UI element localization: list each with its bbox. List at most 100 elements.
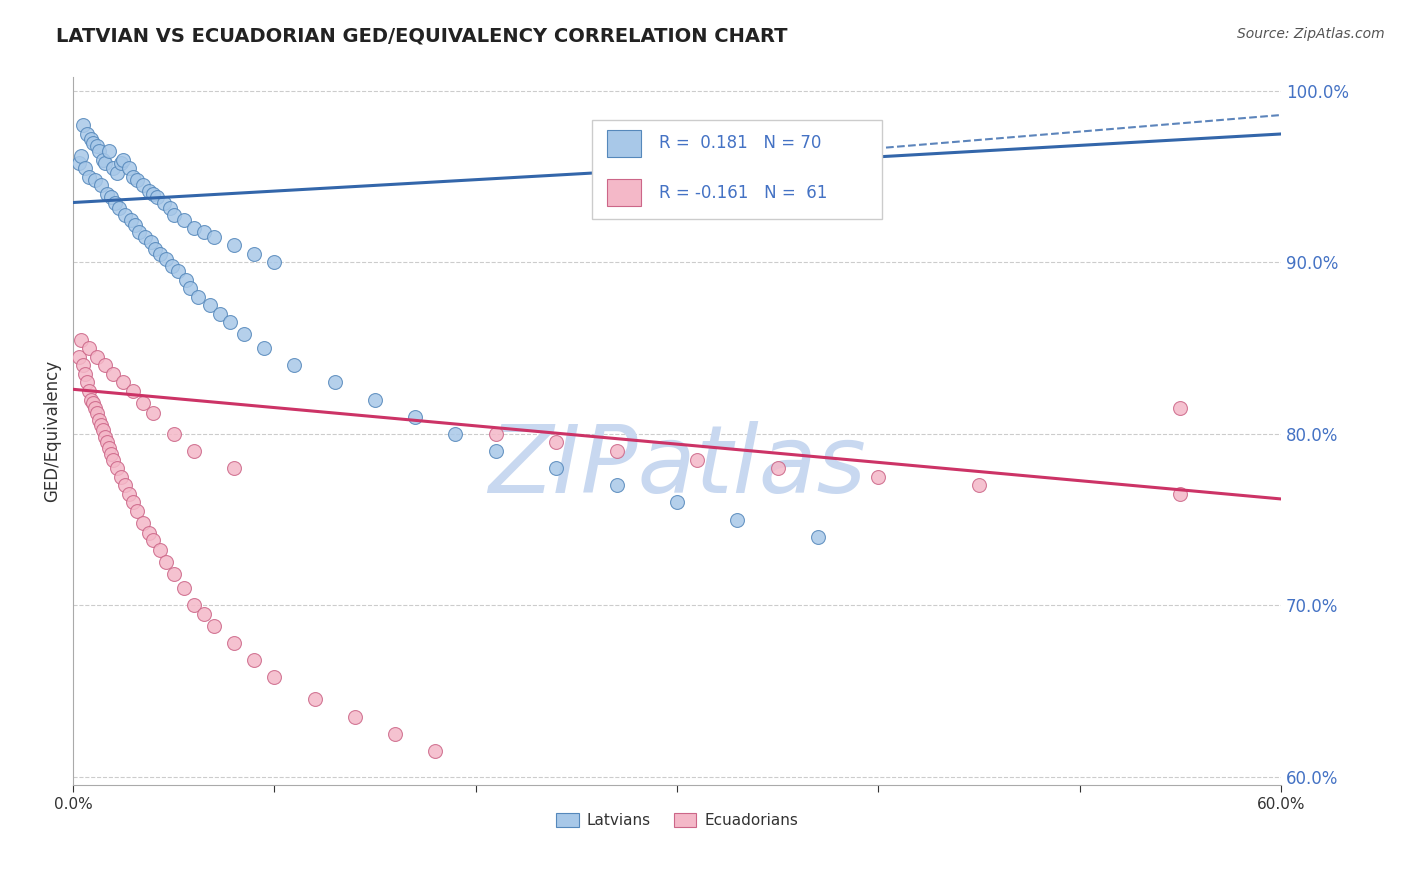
Point — [222, 238, 245, 252]
Point — [253, 341, 276, 355]
Point — [100, 447, 122, 461]
Point — [76, 376, 98, 390]
Point — [96, 435, 118, 450]
Point — [82, 136, 104, 150]
Bar — [607, 130, 641, 157]
Point — [67, 350, 90, 364]
Point — [162, 567, 184, 582]
Point — [122, 495, 145, 509]
Point — [665, 495, 688, 509]
Point — [124, 218, 146, 232]
Point — [606, 444, 628, 458]
Point — [103, 367, 125, 381]
Point — [91, 424, 114, 438]
Point — [343, 709, 366, 723]
Point — [86, 406, 108, 420]
Point — [120, 212, 142, 227]
Point — [96, 186, 118, 201]
Point — [155, 252, 177, 266]
Point — [162, 207, 184, 221]
Point — [103, 452, 125, 467]
Point — [141, 235, 163, 249]
Point — [77, 341, 100, 355]
Point — [222, 636, 245, 650]
Point — [86, 350, 108, 364]
Point — [134, 229, 156, 244]
Point — [725, 512, 748, 526]
Point — [118, 487, 141, 501]
Point — [103, 161, 125, 176]
Point — [73, 367, 96, 381]
Point — [72, 359, 94, 373]
Point — [404, 409, 426, 424]
Point — [174, 272, 197, 286]
Point — [546, 435, 568, 450]
Point — [110, 469, 132, 483]
Point — [233, 327, 256, 342]
Point — [138, 526, 160, 541]
Point — [146, 190, 169, 204]
Point — [114, 478, 136, 492]
Point — [148, 247, 170, 261]
Point — [485, 426, 508, 441]
Point — [145, 242, 167, 256]
Point — [90, 418, 112, 433]
Point — [283, 359, 305, 373]
Point — [179, 281, 201, 295]
Point — [86, 139, 108, 153]
Bar — [607, 179, 641, 206]
Y-axis label: GED/Equivalency: GED/Equivalency — [44, 360, 60, 502]
Point — [128, 225, 150, 239]
Point — [108, 201, 131, 215]
Point — [1168, 487, 1191, 501]
Point — [73, 161, 96, 176]
Point — [183, 598, 205, 612]
Point — [222, 461, 245, 475]
Point — [110, 156, 132, 170]
Point — [485, 444, 508, 458]
Point — [160, 259, 183, 273]
Point — [263, 255, 285, 269]
Point — [142, 406, 165, 420]
Point — [77, 169, 100, 184]
Point — [122, 169, 145, 184]
Point — [138, 184, 160, 198]
Point — [202, 229, 225, 244]
Point — [219, 316, 242, 330]
Point — [166, 264, 188, 278]
Point — [91, 153, 114, 167]
Text: LATVIAN VS ECUADORIAN GED/EQUIVALENCY CORRELATION CHART: LATVIAN VS ECUADORIAN GED/EQUIVALENCY CO… — [56, 27, 787, 45]
Point — [118, 161, 141, 176]
Point — [323, 376, 346, 390]
Point — [198, 298, 221, 312]
Point — [77, 384, 100, 398]
Point — [155, 555, 177, 569]
Point — [132, 516, 155, 530]
Point — [173, 212, 195, 227]
Point — [193, 607, 215, 621]
Point — [152, 195, 174, 210]
Legend: Latvians, Ecuadorians: Latvians, Ecuadorians — [550, 806, 804, 834]
Point — [127, 173, 149, 187]
Point — [425, 744, 447, 758]
Point — [546, 461, 568, 475]
Point — [112, 153, 135, 167]
Point — [183, 444, 205, 458]
Point — [807, 530, 830, 544]
Point — [70, 333, 93, 347]
Point — [766, 461, 789, 475]
Point — [304, 692, 326, 706]
Point — [90, 178, 112, 193]
Point — [384, 727, 406, 741]
Point — [80, 132, 103, 146]
Point — [112, 376, 135, 390]
Point — [606, 478, 628, 492]
Point — [868, 469, 890, 483]
Point — [142, 533, 165, 547]
Point — [173, 581, 195, 595]
Point — [243, 247, 266, 261]
Point — [162, 426, 184, 441]
Text: ZIPatlas: ZIPatlas — [488, 421, 866, 512]
FancyBboxPatch shape — [592, 120, 883, 219]
Point — [183, 221, 205, 235]
